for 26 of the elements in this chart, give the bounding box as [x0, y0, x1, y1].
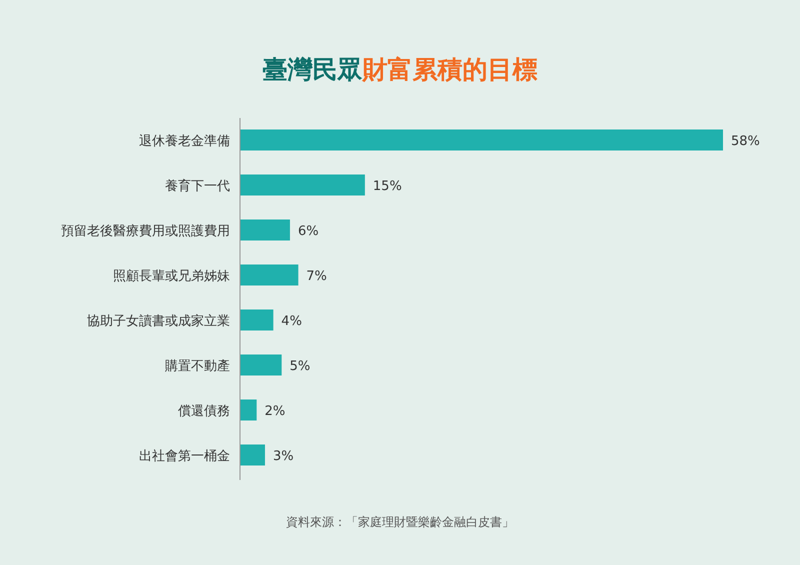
- bar: [240, 400, 257, 420]
- source-note: 資料來源：「家庭理財暨樂齡金融白皮書」: [286, 515, 514, 529]
- y-tick-label: 協助子女讀書或成家立業: [87, 313, 230, 329]
- y-tick-label: 退休養老金準備: [139, 134, 230, 149]
- y-tick-label: 償還債務: [178, 404, 230, 419]
- data-label: 5%: [290, 359, 310, 374]
- data-label: 58%: [731, 134, 760, 149]
- bar: [240, 264, 298, 286]
- data-label: 6%: [298, 224, 319, 239]
- chart-title: 臺灣民眾財富累積的目標: [262, 55, 538, 84]
- bar: [240, 310, 274, 330]
- bar: [240, 354, 282, 376]
- y-tick-label: 養育下一代: [165, 178, 230, 194]
- bar: [240, 220, 290, 240]
- y-tick-label: 預留老後醫療費用或照護費用: [61, 224, 230, 239]
- data-label: 3%: [272, 449, 294, 464]
- bar: [240, 174, 365, 196]
- y-tick-label: 購置不動產: [165, 359, 230, 374]
- data-label: 2%: [264, 404, 286, 419]
- data-label: 7%: [306, 269, 327, 284]
- bar: [240, 130, 723, 150]
- y-tick-label: 照顧長輩或兄弟姊妹: [113, 269, 230, 284]
- data-label: 15%: [372, 179, 402, 194]
- bar: [240, 444, 265, 466]
- data-label: 4%: [281, 314, 302, 329]
- y-tick-label: 出社會第一桶金: [139, 449, 230, 464]
